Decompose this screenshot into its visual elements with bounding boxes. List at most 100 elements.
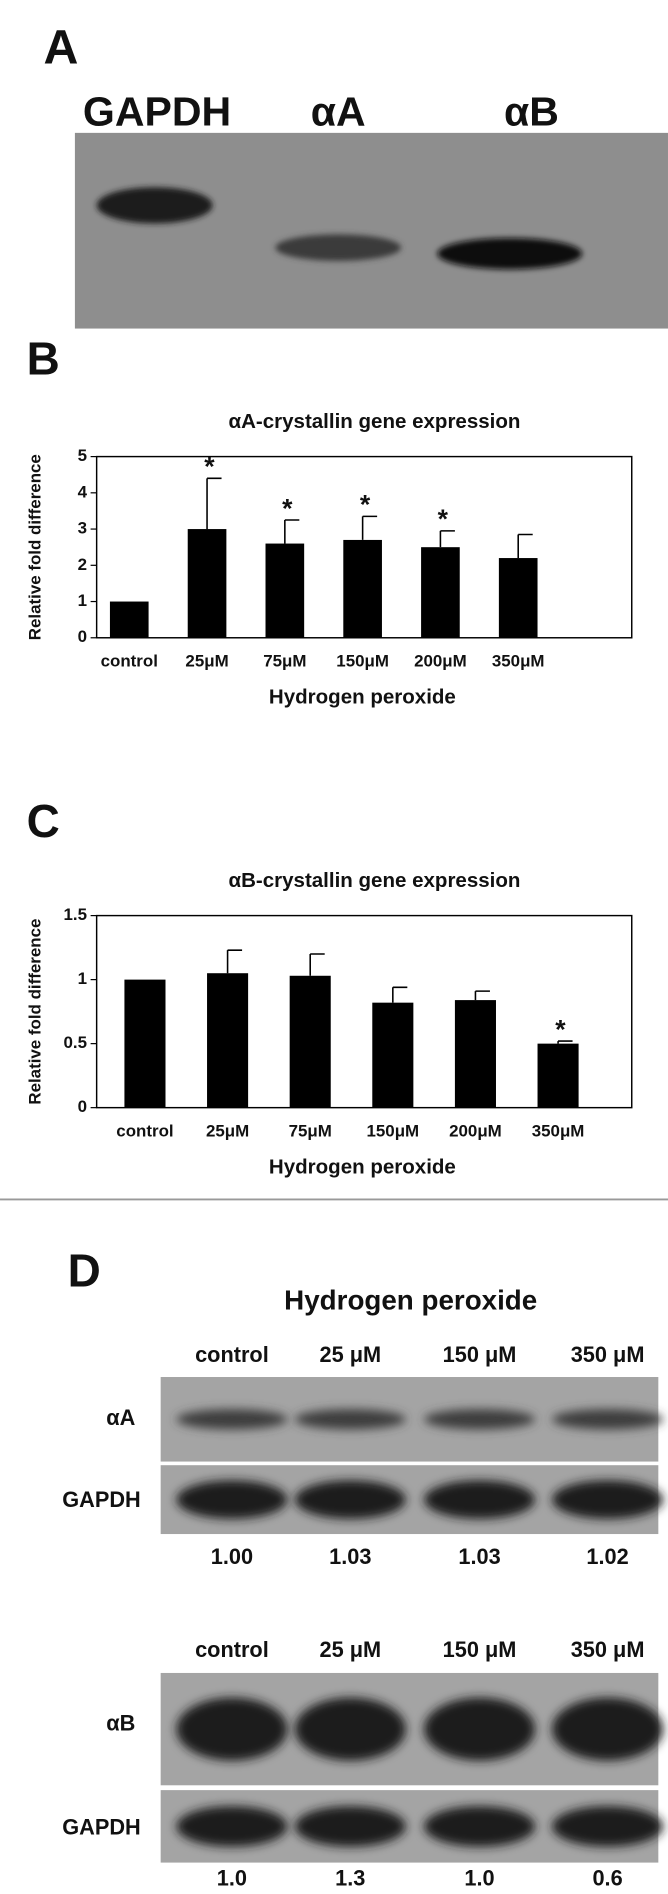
blot-band bbox=[176, 1806, 288, 1847]
blot-band bbox=[552, 1806, 664, 1847]
bar bbox=[498, 558, 538, 638]
blot-band bbox=[423, 1409, 536, 1430]
blot-band bbox=[423, 1480, 536, 1519]
lane-label: 150 μM bbox=[443, 1637, 517, 1662]
blot-band bbox=[552, 1409, 664, 1430]
bar bbox=[289, 975, 331, 1108]
y-tick-label: 1 bbox=[78, 591, 87, 610]
lane-label: 350 μM bbox=[571, 1342, 645, 1367]
x-tick-label: 25μM bbox=[185, 651, 228, 670]
x-tick-label: 150μM bbox=[367, 1121, 420, 1140]
gel-band bbox=[437, 237, 583, 270]
row-label: GAPDH bbox=[62, 1487, 141, 1512]
bar bbox=[124, 979, 166, 1108]
bar bbox=[265, 543, 305, 638]
y-tick-label: 4 bbox=[78, 482, 88, 501]
lane-label: GAPDH bbox=[83, 89, 231, 135]
error-bar bbox=[557, 1040, 573, 1044]
ratio: 1.0 bbox=[464, 1865, 494, 1890]
x-tick-label: 75μM bbox=[263, 651, 306, 670]
bar bbox=[454, 1000, 496, 1108]
bar bbox=[187, 529, 227, 638]
lane-label: 150 μM bbox=[443, 1342, 517, 1367]
error-bar bbox=[474, 990, 490, 1001]
x-tick-label: control bbox=[116, 1121, 173, 1140]
error-bar bbox=[517, 533, 533, 559]
panel-label: D bbox=[68, 1244, 101, 1296]
panel-label: B bbox=[27, 332, 60, 384]
blot-band bbox=[552, 1480, 664, 1519]
x-tick-label: 25μM bbox=[206, 1121, 249, 1140]
blot-band bbox=[294, 1806, 406, 1847]
bar bbox=[372, 1002, 414, 1108]
lane-label: 25 μM bbox=[319, 1637, 381, 1662]
lane-label: 25 μM bbox=[319, 1342, 381, 1367]
y-tick-label: 2 bbox=[78, 555, 87, 574]
y-tick-label: 5 bbox=[78, 446, 87, 465]
blot-band bbox=[176, 1409, 288, 1430]
y-tick-label: 3 bbox=[78, 519, 87, 538]
error-bar bbox=[206, 477, 222, 530]
bar bbox=[537, 1043, 579, 1108]
lane-label: αB bbox=[504, 89, 559, 135]
bar bbox=[343, 539, 382, 638]
blot-band bbox=[176, 1480, 288, 1519]
ratio: 1.0 bbox=[217, 1865, 247, 1890]
panel-title: Hydrogen peroxide bbox=[284, 1284, 537, 1315]
significance-marker: * bbox=[555, 1014, 566, 1044]
ratio: 1.3 bbox=[335, 1865, 365, 1890]
error-bar bbox=[439, 530, 455, 548]
blot-band bbox=[294, 1480, 406, 1519]
y-axis-label: Relative fold difference bbox=[26, 454, 45, 640]
significance-marker: * bbox=[438, 504, 449, 534]
row-label: αA bbox=[106, 1405, 135, 1430]
y-tick-label: 0 bbox=[78, 627, 87, 646]
y-tick-label: 0.5 bbox=[63, 1033, 87, 1052]
gel-band bbox=[96, 187, 213, 224]
ratio: 0.6 bbox=[592, 1865, 622, 1890]
x-axis-label: Hydrogen peroxide bbox=[269, 686, 456, 709]
bar bbox=[207, 973, 249, 1108]
panel-label: A bbox=[43, 20, 78, 74]
panel-label: C bbox=[27, 795, 60, 847]
blot-band bbox=[552, 1697, 664, 1761]
lane-label: control bbox=[195, 1637, 269, 1662]
y-tick-label: 1 bbox=[78, 969, 87, 988]
x-tick-label: 200μM bbox=[414, 651, 467, 670]
error-bar bbox=[361, 515, 378, 540]
blot-band bbox=[423, 1806, 536, 1847]
ratio: 1.03 bbox=[458, 1544, 500, 1569]
x-tick-label: 75μM bbox=[289, 1121, 332, 1140]
lane-label: control bbox=[195, 1342, 269, 1367]
significance-marker: * bbox=[360, 490, 371, 520]
ratio: 1.03 bbox=[329, 1544, 371, 1569]
x-tick-label: 200μM bbox=[449, 1121, 502, 1140]
error-bar bbox=[309, 953, 325, 976]
bar bbox=[421, 547, 460, 638]
bar bbox=[109, 601, 149, 638]
x-tick-label: control bbox=[101, 651, 158, 670]
blot-band bbox=[294, 1409, 406, 1430]
gel-band bbox=[275, 234, 402, 261]
blot-band bbox=[294, 1697, 406, 1761]
blot-band bbox=[176, 1697, 288, 1761]
y-tick-label: 1.5 bbox=[63, 905, 87, 924]
x-tick-label: 350μM bbox=[532, 1121, 585, 1140]
y-tick-label: 0 bbox=[78, 1097, 87, 1116]
ratio: 1.00 bbox=[211, 1544, 253, 1569]
significance-marker: * bbox=[282, 493, 293, 523]
row-label: αB bbox=[106, 1711, 135, 1736]
error-bar bbox=[226, 949, 243, 974]
lane-label: αA bbox=[311, 89, 366, 135]
y-axis-label: Relative fold difference bbox=[26, 919, 45, 1105]
plot-frame bbox=[95, 914, 633, 1109]
x-axis-label: Hydrogen peroxide bbox=[269, 1155, 456, 1178]
gel bbox=[74, 132, 668, 329]
significance-marker: * bbox=[204, 452, 215, 482]
error-bar bbox=[284, 519, 300, 544]
chart-title: αA-crystallin gene expression bbox=[228, 410, 520, 433]
error-bar bbox=[392, 986, 408, 1003]
row-label: GAPDH bbox=[62, 1815, 141, 1840]
